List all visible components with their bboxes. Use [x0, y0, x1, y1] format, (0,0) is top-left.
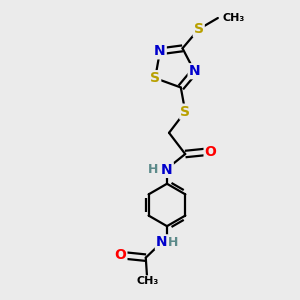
Text: N: N [189, 64, 200, 78]
Text: S: S [194, 22, 204, 36]
Text: N: N [156, 236, 167, 249]
Text: S: S [180, 105, 190, 118]
Text: H: H [168, 236, 178, 249]
Text: O: O [115, 248, 126, 262]
Text: CH₃: CH₃ [136, 276, 158, 286]
Text: N: N [161, 163, 173, 177]
Text: S: S [150, 71, 160, 85]
Text: H: H [148, 164, 159, 176]
Text: CH₃: CH₃ [222, 13, 244, 23]
Text: N: N [154, 44, 166, 58]
Text: O: O [205, 145, 217, 159]
